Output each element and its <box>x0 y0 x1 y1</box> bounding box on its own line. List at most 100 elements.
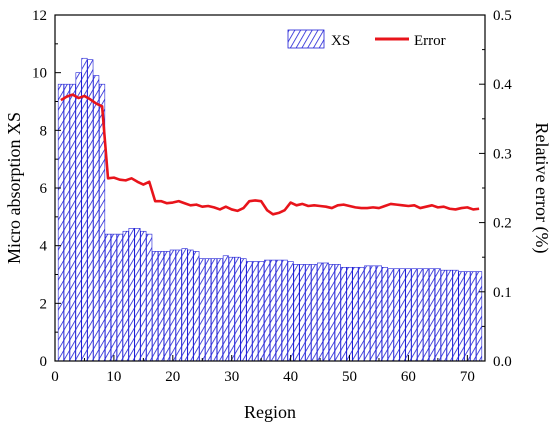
y-tick-label: 8 <box>40 123 48 139</box>
xs-bar <box>434 268 441 362</box>
xs-bar <box>140 230 147 362</box>
xs-bars <box>57 57 483 362</box>
xs-bar <box>411 268 418 362</box>
x-tick-label: 10 <box>106 369 121 385</box>
xs-bar <box>216 258 223 362</box>
xs-bar <box>476 271 483 362</box>
y-tick-label: 12 <box>32 8 47 24</box>
xs-bar <box>417 268 424 362</box>
y2-tick-label: 0.1 <box>493 285 512 301</box>
xs-bar <box>446 269 453 362</box>
xs-bar <box>264 259 271 362</box>
axis-ticks: 0 10 20 30 40 50 60 70 0 2 4 6 8 10 12 0.0 0.1 0.2 0.3 0.4 0… <box>32 8 512 385</box>
xs-bar <box>240 258 247 362</box>
xs-bar <box>128 228 135 362</box>
y2-tick-label: 0.5 <box>493 8 512 24</box>
xs-bar <box>317 262 324 362</box>
xs-bar <box>305 264 312 362</box>
xs-bar <box>163 251 170 362</box>
xs-bar <box>346 266 353 362</box>
xs-bar <box>423 268 430 362</box>
xs-bar <box>364 265 371 362</box>
xs-bar <box>275 259 282 362</box>
xs-bar <box>375 265 382 362</box>
xs-bar <box>169 249 176 362</box>
x-tick-label: 30 <box>224 369 239 385</box>
xs-bar <box>358 266 365 362</box>
xs-bar <box>81 57 88 362</box>
xs-bar <box>93 75 100 362</box>
xs-bar <box>211 258 218 362</box>
xs-bar <box>228 256 235 362</box>
xs-bar <box>352 266 359 362</box>
xs-bar <box>158 251 165 362</box>
y-tick-label: 10 <box>32 66 47 82</box>
y-tick-label: 4 <box>40 239 48 255</box>
xs-bar <box>293 264 300 362</box>
y-tick-label: 6 <box>40 181 48 197</box>
xs-bar <box>205 258 212 362</box>
xs-bar <box>193 251 200 362</box>
x-tick-label: 0 <box>51 369 59 385</box>
xs-bar <box>246 261 253 362</box>
xs-bar <box>311 264 318 362</box>
xs-bar <box>75 72 82 362</box>
legend: XS Error <box>287 29 446 49</box>
xs-bar <box>57 83 64 362</box>
xs-bar <box>87 59 94 362</box>
xs-bar <box>387 268 394 362</box>
x-axis-title: Region <box>244 402 296 422</box>
xs-bar <box>281 259 288 362</box>
xs-bar <box>134 228 141 362</box>
xs-bar <box>287 261 294 362</box>
xs-bar <box>63 83 70 362</box>
error-line-layer <box>60 93 480 216</box>
xs-bar <box>175 249 182 362</box>
xs-bar <box>199 258 206 362</box>
x-tick-label: 70 <box>460 369 475 385</box>
x-tick-label: 50 <box>342 369 357 385</box>
xs-bar <box>393 268 400 362</box>
error-line <box>60 93 480 216</box>
xs-bar <box>464 271 471 362</box>
x-tick-label: 60 <box>401 369 416 385</box>
y-tick-label: 2 <box>40 296 48 312</box>
xs-bar <box>234 256 241 362</box>
xs-bar <box>370 265 377 362</box>
xs-bar <box>258 261 265 362</box>
xs-bar <box>322 262 329 362</box>
legend-label-error: Error <box>414 33 446 49</box>
xs-bar <box>428 268 435 362</box>
xs-bar <box>381 266 388 362</box>
xs-bar <box>340 266 347 362</box>
xs-bar <box>152 251 159 362</box>
xs-bar <box>440 269 447 362</box>
legend-swatch-xs <box>287 29 325 49</box>
xs-bar <box>269 259 276 362</box>
xs-bar <box>470 271 477 362</box>
xs-bar <box>458 271 465 362</box>
y2-tick-label: 0.4 <box>493 77 512 93</box>
xs-bar <box>222 255 229 362</box>
xs-bar <box>110 233 117 362</box>
y2-tick-label: 0.3 <box>493 146 512 162</box>
xs-bar <box>334 264 341 362</box>
xs-bar <box>399 268 406 362</box>
xs-bar <box>299 264 306 362</box>
xs-bar <box>146 233 153 362</box>
legend-label-xs: XS <box>331 33 350 49</box>
xs-bar <box>187 249 194 362</box>
xs-bar <box>105 233 112 362</box>
xs-bar <box>328 264 335 362</box>
xs-bar <box>122 230 129 362</box>
xs-bar <box>452 269 459 362</box>
y2-axis-title: Relative error (%) <box>531 123 550 254</box>
xs-bar <box>181 248 188 362</box>
x-tick-label: 40 <box>283 369 298 385</box>
y-axis-title: Micro absorption XS <box>4 112 24 264</box>
y2-tick-label: 0.2 <box>493 216 512 232</box>
xs-bar <box>405 268 412 362</box>
x-tick-label: 20 <box>165 369 180 385</box>
y2-tick-label: 0.0 <box>493 354 512 370</box>
